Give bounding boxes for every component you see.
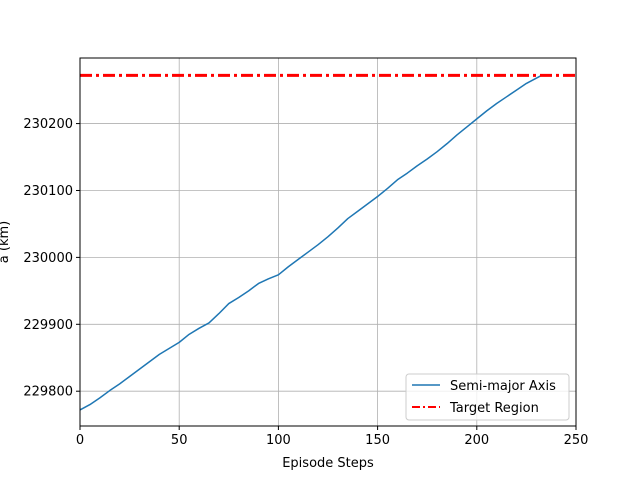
y-tick-label: 229900 [23, 318, 73, 333]
y-tick-label: 230200 [23, 117, 73, 132]
plot-area-background [80, 58, 576, 426]
y-tick-label: 230000 [23, 251, 73, 266]
x-axis-label: Episode Steps [282, 456, 374, 471]
x-tick-label: 250 [564, 433, 589, 448]
series-semi-major-axis-line [79, 75, 541, 411]
y-tick-label: 230100 [23, 184, 73, 199]
legend: Semi-major Axis Target Region [405, 373, 570, 421]
x-tick-label: 0 [76, 433, 84, 448]
legend-box [405, 373, 570, 421]
plot-lines [79, 73, 576, 411]
x-tick-label: 100 [266, 433, 291, 448]
x-tick-label: 50 [171, 433, 188, 448]
grid [79, 58, 577, 426]
x-tick-label: 200 [464, 433, 489, 448]
x-tick-label: 150 [365, 433, 390, 448]
plot-frame [79, 57, 577, 427]
y-tick-label: 229800 [23, 385, 73, 400]
legend-label-target-region: Target Region [449, 401, 539, 416]
legend-label-semi-major-axis: Semi-major Axis [450, 379, 556, 394]
y-axis: 229800 229900 230000 230100 230200 [23, 117, 80, 400]
x-axis: 0 50 100 150 200 250 [76, 426, 589, 448]
y-axis-label: a (km) [0, 221, 12, 263]
